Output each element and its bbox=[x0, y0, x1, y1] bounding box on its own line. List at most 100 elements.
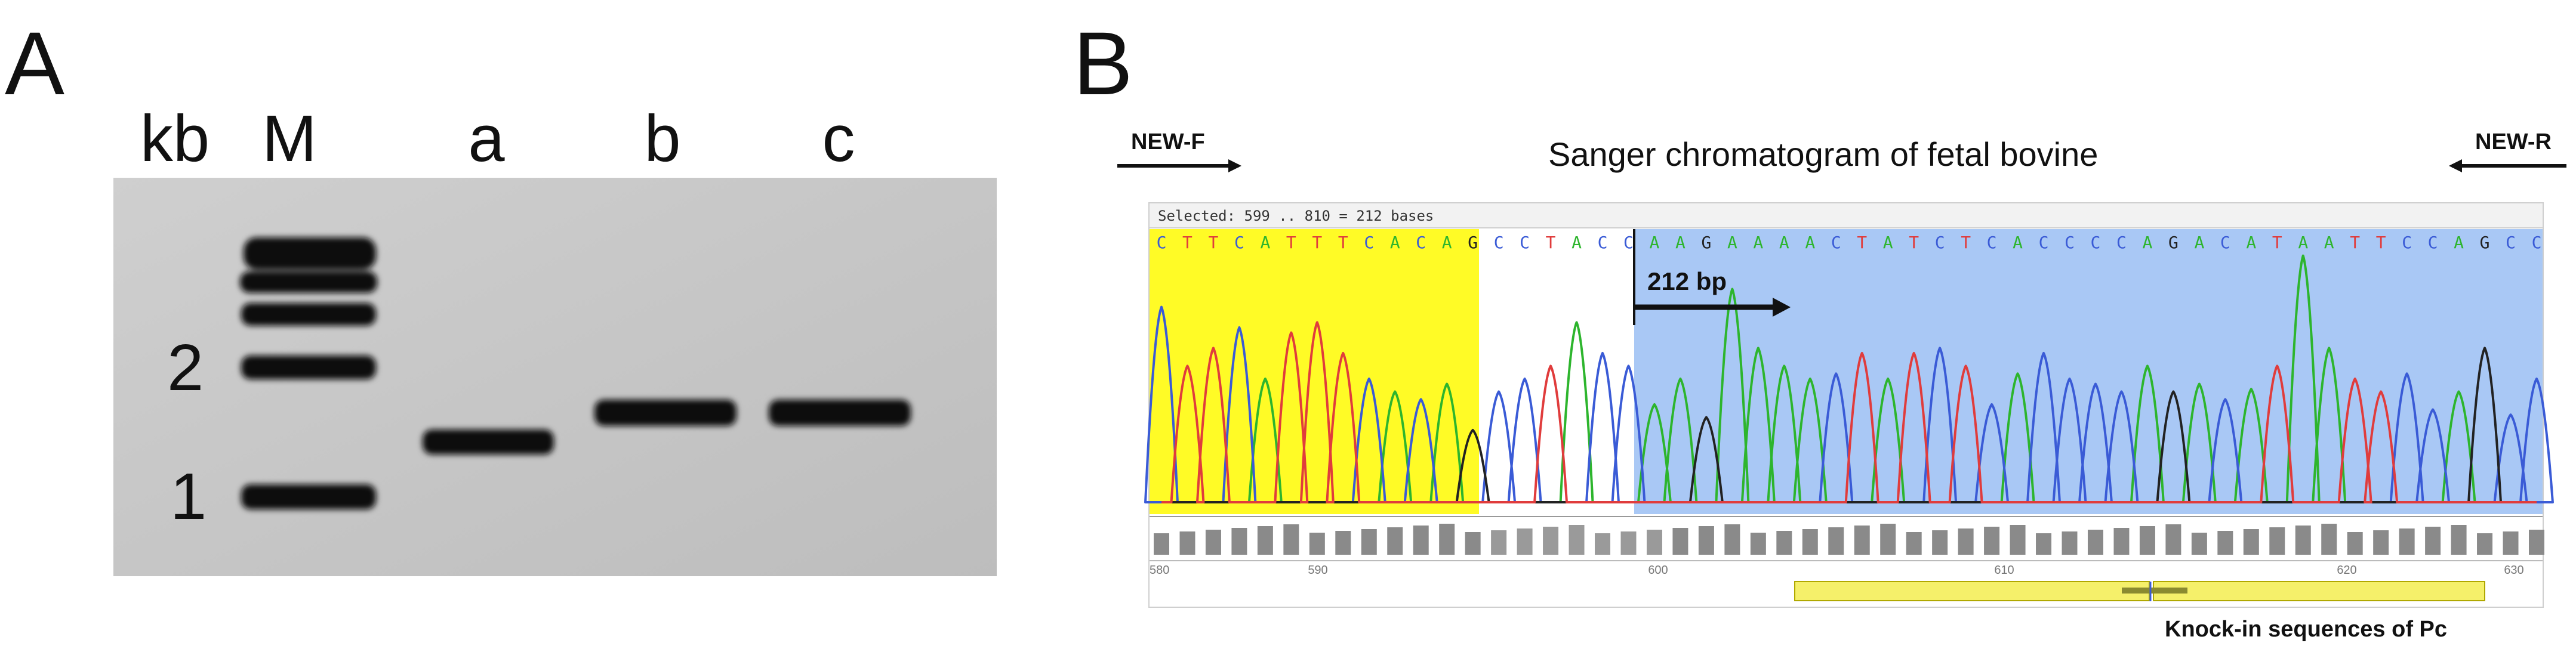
base-call: C bbox=[2532, 233, 2542, 252]
quality-bar bbox=[1776, 531, 1792, 555]
quality-bar bbox=[2217, 531, 2233, 555]
quality-bar bbox=[1154, 533, 1169, 555]
position-tick: 620 bbox=[2337, 564, 2356, 577]
position-tick: 630 bbox=[2504, 564, 2523, 577]
base-call: A bbox=[2454, 233, 2464, 252]
quality-bar bbox=[1517, 528, 1533, 555]
primer-forward-label: NEW-F bbox=[1131, 129, 1205, 154]
base-call: C bbox=[2091, 233, 2101, 252]
base-call: T bbox=[1338, 233, 1348, 252]
quality-bar bbox=[1647, 530, 1662, 555]
quality-bar bbox=[1854, 526, 1870, 555]
quality-bar bbox=[1724, 524, 1740, 555]
base-call: A bbox=[1390, 233, 1400, 252]
base-call: A bbox=[2298, 233, 2308, 252]
base-call: A bbox=[1675, 233, 1686, 252]
quality-bar bbox=[1751, 533, 1766, 555]
base-call: C bbox=[1416, 233, 1426, 252]
base-call: T bbox=[1961, 233, 1971, 252]
base-call: T bbox=[1909, 233, 1919, 252]
base-call: G bbox=[1468, 233, 1478, 252]
quality-bar bbox=[2113, 528, 2129, 555]
quality-bar bbox=[1569, 525, 1585, 555]
band-c bbox=[769, 400, 911, 426]
base-call: C bbox=[2039, 233, 2049, 252]
base-call: A bbox=[1572, 233, 1582, 252]
figure-title: Sanger chromatogram of fetal bovine bbox=[1548, 135, 2098, 173]
quality-bar bbox=[2529, 530, 2544, 555]
quality-bar bbox=[2295, 526, 2311, 555]
base-call: T bbox=[2272, 233, 2282, 252]
quality-bar bbox=[1206, 530, 1221, 555]
base-call: C bbox=[2506, 233, 2516, 252]
base-call: C bbox=[1494, 233, 1504, 252]
quality-bar bbox=[2140, 526, 2155, 555]
quality-bar bbox=[2036, 533, 2051, 555]
kb-label: kb bbox=[140, 102, 209, 175]
chromatogram-window: Selected: 599 .. 810 = 212 bases CTTCATT… bbox=[1145, 203, 2553, 607]
base-call: T bbox=[1286, 233, 1296, 252]
base-call: T bbox=[1312, 233, 1322, 252]
quality-bar bbox=[1672, 528, 1688, 555]
quality-bar bbox=[2192, 533, 2207, 555]
lane-label-c: c bbox=[822, 102, 855, 175]
quality-bar bbox=[1958, 528, 1974, 555]
quality-bar bbox=[1802, 529, 1818, 555]
annotation-feature-1 bbox=[1795, 582, 2149, 601]
quality-bar bbox=[2373, 530, 2389, 555]
quality-bar bbox=[1231, 528, 1247, 555]
position-tick: 580 bbox=[1150, 564, 1169, 577]
position-tick: 600 bbox=[1648, 564, 1668, 577]
base-call: A bbox=[2013, 233, 2023, 252]
base-call: C bbox=[1520, 233, 1530, 252]
quality-bar bbox=[1439, 524, 1455, 555]
panel-b-letter: B bbox=[1073, 13, 1133, 113]
base-call: A bbox=[1883, 233, 1893, 252]
quality-bar bbox=[1984, 527, 1999, 555]
quality-bar bbox=[1880, 524, 1896, 555]
quality-bar bbox=[2010, 525, 2026, 555]
base-call: G bbox=[2480, 233, 2490, 252]
base-call: T bbox=[1857, 233, 1867, 252]
base-call: C bbox=[2402, 233, 2412, 252]
quality-bar bbox=[1620, 531, 1636, 555]
quality-bar bbox=[1413, 526, 1429, 555]
quality-bar bbox=[2244, 529, 2259, 555]
quality-bar bbox=[1595, 533, 1610, 555]
base-call: A bbox=[1779, 233, 1789, 252]
base-call: T bbox=[1209, 233, 1219, 252]
quality-bar bbox=[1465, 532, 1481, 555]
quality-bar bbox=[2062, 531, 2078, 555]
base-call: A bbox=[1727, 233, 1737, 252]
base-call: C bbox=[2428, 233, 2438, 252]
quality-bar bbox=[2347, 532, 2363, 555]
quality-bar bbox=[1179, 531, 1195, 555]
quality-bar bbox=[1932, 530, 1948, 555]
base-call: A bbox=[2324, 233, 2334, 252]
base-call: T bbox=[1182, 233, 1193, 252]
quality-bar bbox=[1491, 530, 1506, 555]
quality-bar bbox=[2399, 528, 2415, 555]
base-call: C bbox=[1935, 233, 1945, 252]
quality-bar bbox=[1335, 531, 1351, 555]
quality-bar bbox=[2269, 527, 2285, 555]
base-call: C bbox=[2220, 233, 2230, 252]
quality-bar bbox=[2503, 531, 2519, 555]
insert-size-label: 212 bp bbox=[1647, 267, 1727, 295]
band-a bbox=[423, 429, 554, 455]
quality-bar bbox=[1361, 529, 1377, 555]
base-call: C bbox=[1234, 233, 1244, 252]
quality-bar bbox=[1258, 526, 1273, 555]
base-call: C bbox=[1157, 233, 1167, 252]
primer-forward-arrow bbox=[1117, 159, 1241, 172]
lane-label-a: a bbox=[468, 102, 505, 175]
quality-bar bbox=[1309, 533, 1325, 555]
quality-bar bbox=[2088, 530, 2103, 555]
base-call: A bbox=[1753, 233, 1763, 252]
base-call: C bbox=[1598, 233, 1608, 252]
base-call: C bbox=[1623, 233, 1634, 252]
quality-bar bbox=[2321, 524, 2337, 555]
panel-a-letter: A bbox=[5, 13, 64, 113]
